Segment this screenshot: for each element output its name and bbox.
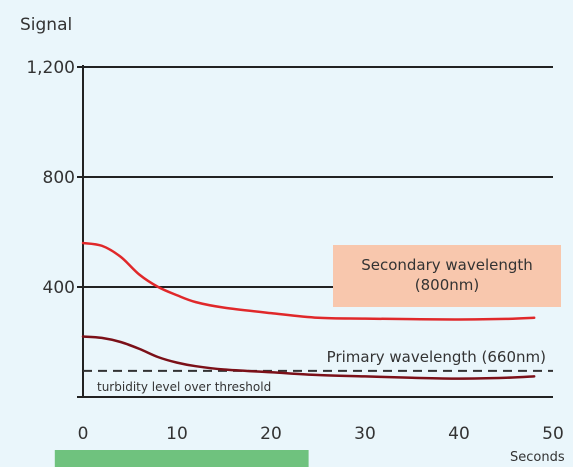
secondary-label-text: (800nm) <box>415 276 479 294</box>
highlight-bar <box>54 450 309 467</box>
highlight-bar-group <box>54 450 309 467</box>
x-tick-label: 30 <box>354 424 376 444</box>
secondary-label-text: Secondary wavelength <box>361 256 533 274</box>
x-tick-label: 20 <box>260 424 282 444</box>
threshold-label: turbidity level over threshold <box>97 380 271 394</box>
y-tick-label: 800 <box>43 168 75 188</box>
y-tick-label: 1,200 <box>26 58 75 78</box>
x-tick-label: 40 <box>448 424 470 444</box>
series-group <box>81 241 536 380</box>
labels-group: Secondary wavelength (800nm) Primary wavel… <box>327 245 561 366</box>
series-line-secondary <box>81 241 536 321</box>
y-axis-title: Signal <box>20 15 72 35</box>
axes: 400 800 1,200 0 10 20 30 40 50 <box>26 58 563 444</box>
series-line-primary <box>81 335 536 380</box>
x-tick-label: 10 <box>166 424 188 444</box>
primary-label-text: Primary wavelength (660nm) <box>327 348 546 366</box>
x-axis-title: Seconds <box>510 450 565 465</box>
threshold-group: turbidity level over threshold <box>83 369 553 394</box>
x-tick-label: 0 <box>78 424 89 444</box>
secondary-label-box <box>333 245 561 307</box>
x-tick-label: 50 <box>542 424 564 444</box>
y-tick-label: 400 <box>43 278 75 298</box>
